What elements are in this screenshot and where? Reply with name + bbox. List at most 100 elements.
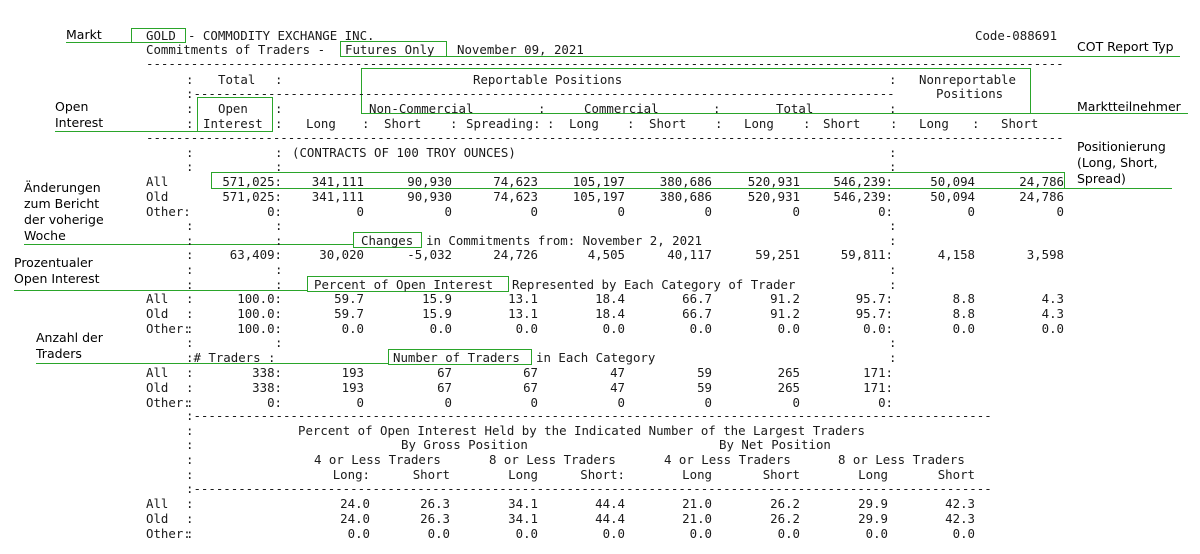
colon: : xyxy=(275,277,283,292)
changes-box xyxy=(353,232,422,248)
colon: : xyxy=(275,72,283,87)
reportable-positions-box xyxy=(361,68,1031,114)
table-cell: 4,158 xyxy=(937,247,975,262)
column-header: Long xyxy=(306,116,336,131)
open-interest-cell: 571,025: xyxy=(222,174,282,189)
changes-description: in Commitments from: November 2, 2021 xyxy=(426,233,703,248)
colon: : xyxy=(889,145,897,160)
annotation-open-interest-line2: Interest xyxy=(55,115,104,130)
separator-top: ----------------------------------------… xyxy=(146,57,1064,71)
open-interest-underline xyxy=(55,131,197,132)
colon: : xyxy=(186,145,194,160)
table-cell: 0 xyxy=(704,204,712,219)
annotation-open-interest-line1: Open xyxy=(55,99,89,114)
header-commercial: Commercial xyxy=(584,101,659,116)
report-subtitle: Commitments of Traders - xyxy=(146,42,326,57)
table-cell: 26.3 xyxy=(420,496,450,511)
table-cell: 105,197 xyxy=(572,174,625,189)
colon: : xyxy=(890,116,898,131)
table-cell: 91.2 xyxy=(770,291,800,306)
table-cell: 24,786 xyxy=(1019,189,1064,204)
annotation-prozentualer-line2: Open Interest xyxy=(14,271,100,286)
column-header: Short xyxy=(762,467,800,482)
table-cell: 59,251 xyxy=(755,247,800,262)
column-header: Short: xyxy=(580,467,625,482)
colon: : xyxy=(186,72,194,87)
column-header: Long xyxy=(744,116,774,131)
table-cell: 546,239: xyxy=(833,174,893,189)
table-cell: 66.7 xyxy=(682,291,712,306)
table-cell: 74,623 xyxy=(493,174,538,189)
colon: : xyxy=(186,467,194,482)
colon: : xyxy=(889,218,897,233)
colon: : xyxy=(889,101,897,116)
row-label: Other: xyxy=(146,204,191,219)
traders-label: :# Traders : xyxy=(186,350,276,365)
table-cell: 44.4 xyxy=(595,511,625,526)
colon: : xyxy=(186,277,194,292)
table-cell: 8.8 xyxy=(952,306,975,321)
annotation-positionierung-line3: Spread) xyxy=(1077,171,1126,186)
colon: : xyxy=(186,262,194,277)
marktteilnehmer-underline xyxy=(1030,113,1188,114)
table-cell: 13.1 xyxy=(508,306,538,321)
table-cell: 0 xyxy=(617,395,625,410)
table-cell: 0.0 xyxy=(865,526,888,541)
colon: : xyxy=(275,159,283,174)
row-label: Old xyxy=(146,189,169,204)
table-cell: 47 xyxy=(610,380,625,395)
open-interest-cell: 0: xyxy=(267,204,282,219)
table-cell: 0 xyxy=(356,204,364,219)
table-cell: 90,930 xyxy=(407,174,452,189)
percent-label: Percent of Open Interest xyxy=(314,277,494,292)
column-header: Long xyxy=(569,116,599,131)
colon: : xyxy=(186,395,194,410)
table-cell: 0 xyxy=(792,204,800,219)
row-label: All xyxy=(146,174,169,189)
open-interest-cell: 571,025: xyxy=(222,189,282,204)
table-cell: 4.3 xyxy=(1041,291,1064,306)
positions-row-box xyxy=(211,172,1065,189)
table-cell: 42.3 xyxy=(945,511,975,526)
table-cell: 0.0 xyxy=(429,321,452,336)
open-interest-cell: 100.0: xyxy=(237,321,282,336)
colon: : xyxy=(889,277,897,292)
table-cell: 13.1 xyxy=(508,291,538,306)
colon: : xyxy=(186,291,194,306)
colon: : xyxy=(186,380,194,395)
colon: : xyxy=(186,452,194,467)
colon: : xyxy=(275,218,283,233)
table-cell: 171: xyxy=(863,380,893,395)
table-cell: 44.4 xyxy=(595,496,625,511)
annotation-positionierung-line2: (Long, Short, xyxy=(1077,155,1158,170)
column-header: Short xyxy=(412,467,450,482)
table-cell: 24.0 xyxy=(340,496,370,511)
table-cell: 0.0 xyxy=(952,321,975,336)
column-header: Long xyxy=(858,467,888,482)
table-cell: 0.0 xyxy=(777,321,800,336)
table-cell: 0 xyxy=(792,395,800,410)
table-cell: 40,117 xyxy=(667,247,712,262)
colon: : xyxy=(803,116,811,131)
exchange-name: - COMMODITY EXCHANGE INC. xyxy=(188,28,375,43)
colon: : xyxy=(713,101,721,116)
table-cell: 18.4 xyxy=(595,291,625,306)
table-cell: 171: xyxy=(863,365,893,380)
traders-description: in Each Category xyxy=(536,350,656,365)
colon: : xyxy=(275,101,283,116)
commodity-name: GOLD xyxy=(146,28,176,43)
annotation-markt: Markt xyxy=(66,27,102,42)
table-cell: 66.7 xyxy=(682,306,712,321)
colon: : xyxy=(186,496,194,511)
table-cell: 50,094 xyxy=(930,174,975,189)
separator-largest: :---------------------------------------… xyxy=(186,409,992,423)
table-cell: 0.0 xyxy=(1041,321,1064,336)
traders-box-label: Number of Traders xyxy=(393,350,520,365)
colon: : xyxy=(889,233,897,248)
row-label: Old xyxy=(146,380,169,395)
table-cell: 91.2 xyxy=(770,306,800,321)
colon: : xyxy=(186,437,194,452)
by-net-position: By Net Position xyxy=(719,437,831,452)
annotation-cot-report-typ: COT Report Typ xyxy=(1077,39,1174,54)
